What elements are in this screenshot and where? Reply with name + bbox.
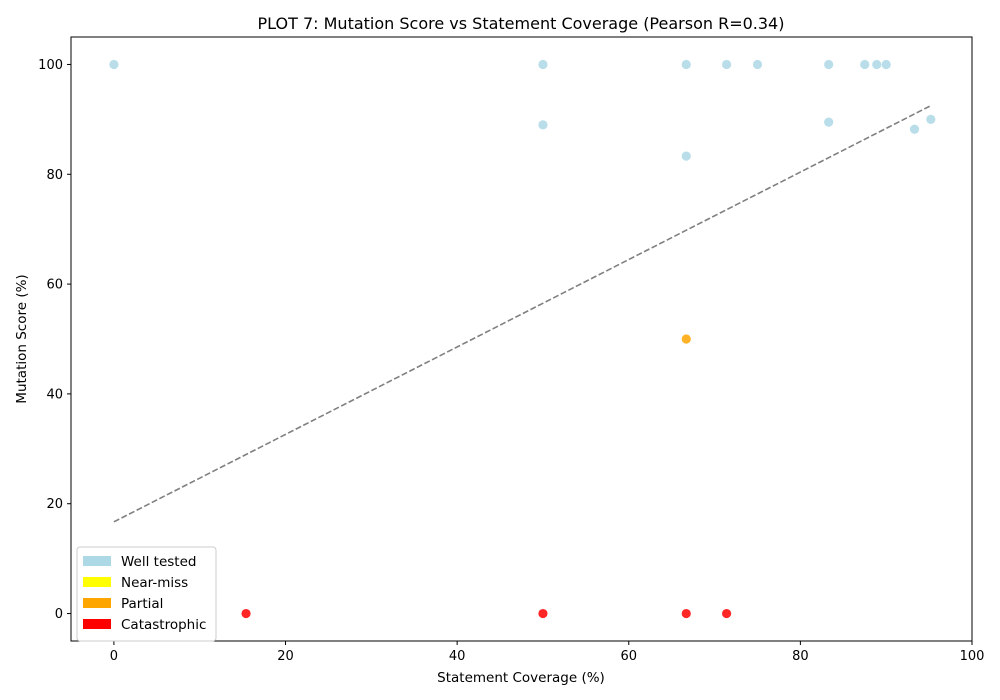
data-point bbox=[241, 608, 251, 619]
data-point bbox=[909, 124, 920, 134]
y-tick-label: 0 bbox=[55, 607, 63, 622]
legend-label: Partial bbox=[121, 596, 163, 612]
x-tick-label: 20 bbox=[277, 649, 294, 664]
y-tick-label: 80 bbox=[46, 168, 63, 183]
y-tick-label: 60 bbox=[46, 278, 63, 293]
legend-swatch bbox=[83, 598, 111, 608]
x-axis-ticks: 0 20 40 60 80 100 bbox=[110, 641, 985, 664]
data-point bbox=[681, 608, 691, 619]
chart-title: PLOT 7: Mutation Score vs Statement Cove… bbox=[258, 14, 785, 33]
legend-label: Catastrophic bbox=[121, 617, 206, 633]
plot-area bbox=[71, 37, 972, 641]
data-point bbox=[681, 59, 691, 70]
data-point bbox=[538, 120, 548, 130]
legend: Well tested Near-miss Partial Catastrophic bbox=[76, 546, 217, 642]
y-tick-label: 100 bbox=[38, 58, 63, 73]
data-point bbox=[109, 59, 119, 70]
data-point bbox=[721, 608, 732, 619]
data-point bbox=[872, 59, 882, 70]
data-point bbox=[824, 59, 834, 70]
data-points bbox=[109, 59, 936, 619]
x-tick-label: 100 bbox=[960, 649, 985, 664]
x-tick-label: 0 bbox=[110, 649, 118, 664]
legend-swatch bbox=[83, 619, 111, 629]
x-tick-label: 40 bbox=[449, 649, 466, 664]
data-point bbox=[824, 117, 834, 127]
data-point bbox=[538, 59, 548, 70]
x-tick-label: 60 bbox=[620, 649, 637, 664]
y-axis-ticks: 0 20 40 60 80 100 bbox=[38, 58, 71, 622]
y-tick-label: 40 bbox=[46, 387, 63, 402]
data-point bbox=[926, 114, 936, 124]
plot-frame bbox=[70, 36, 973, 642]
legend-box bbox=[76, 546, 217, 642]
data-point bbox=[860, 59, 870, 70]
data-point bbox=[881, 59, 891, 70]
x-axis-label: Statement Coverage (%) bbox=[437, 670, 605, 686]
legend-label: Near-miss bbox=[121, 575, 188, 591]
y-tick-label: 20 bbox=[46, 497, 63, 512]
data-point bbox=[752, 59, 763, 70]
legend-swatch bbox=[83, 577, 111, 587]
y-axis-label: Mutation Score (%) bbox=[14, 274, 30, 403]
legend-label: Well tested bbox=[121, 554, 196, 570]
data-point bbox=[681, 334, 691, 344]
data-point bbox=[538, 608, 548, 619]
legend-swatch bbox=[83, 556, 111, 566]
data-point bbox=[681, 151, 691, 161]
x-tick-label: 80 bbox=[792, 649, 809, 664]
data-point bbox=[721, 59, 732, 70]
